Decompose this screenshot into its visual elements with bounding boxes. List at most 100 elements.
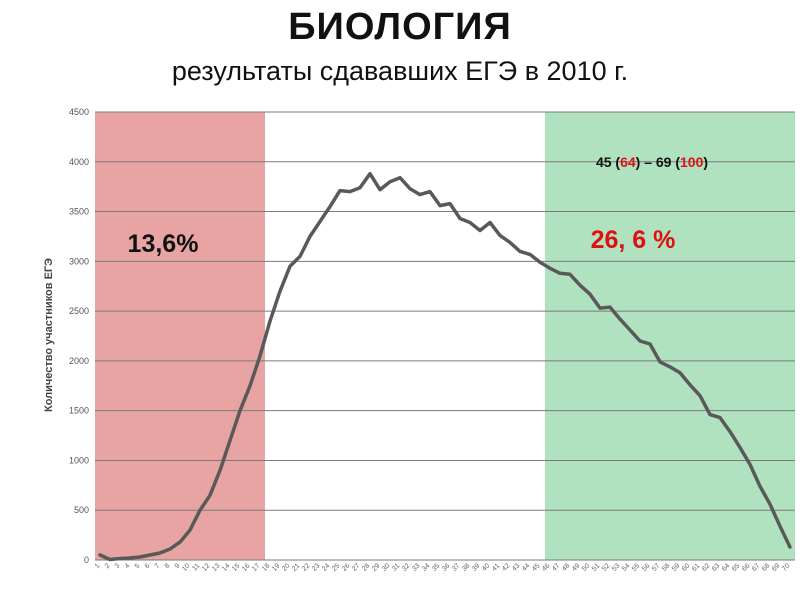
x-tick-label: 18 [261,562,272,573]
x-tick-label: 66 [741,562,752,573]
score-range-annotation: 45 (64) – 69 (100) [596,154,708,170]
chart-series [98,171,792,562]
x-tick-label: 42 [501,562,512,573]
y-tick-label: 0 [84,555,89,565]
x-tick-label: 14 [221,562,232,573]
x-tick-label: 28 [361,562,372,573]
x-tick-label: 31 [391,562,402,573]
y-tick-label: 4500 [69,107,89,117]
x-tick-label: 17 [251,562,262,573]
x-tick-label: 68 [761,562,772,573]
x-tick-label: 3 [114,562,122,570]
x-tick-label: 48 [561,562,572,573]
score-range-prefix: 45 ( [596,154,620,170]
x-tick-label: 6 [144,562,152,570]
y-tick-labels: 0 500 1000 1500 2000 2500 3000 3500 4000 4500 [69,107,89,565]
series-line-0 [98,171,792,562]
x-tick-label: 36 [441,562,452,573]
x-tick-label: 10 [181,562,192,573]
y-tick-label: 500 [74,505,89,515]
x-tick-label: 60 [681,562,692,573]
x-tick-label: 26 [341,562,352,573]
x-tick-label: 2 [104,562,112,570]
x-tick-label: 22 [301,562,312,573]
x-tick-label: 67 [751,562,762,573]
x-tick-label: 57 [651,562,662,573]
y-axis-label: Количество участников ЕГЭ [43,258,55,412]
chart-zones [95,112,795,560]
x-tick-label: 5 [134,562,142,570]
chart-zone-1 [545,112,795,560]
x-tick-label: 40 [481,562,492,573]
y-tick-label: 1500 [69,406,89,416]
score-range-primary-min: 64 [620,154,636,170]
x-tick-label: 9 [174,562,182,570]
x-tick-label: 11 [191,562,201,572]
x-tick-label: 8 [164,562,172,570]
x-tick-label: 56 [641,562,652,573]
page-title: БИОЛОГИЯ [288,6,512,48]
y-tick-label: 4000 [69,157,89,167]
x-tick-label: 41 [491,562,502,573]
x-tick-label: 34 [421,562,432,573]
right-zone-percent: 26, 6 % [591,226,676,254]
x-tick-label: 70 [781,562,792,573]
x-tick-labels: 1 2 3 4 5 6 7 8 9 10 11 12 13 14 15 16 17 18 19 20 21 22 23 24 2… [94,562,792,573]
chart-zone-0 [95,112,265,560]
y-tick-label: 2000 [69,356,89,366]
x-tick-label: 53 [611,562,622,573]
x-tick-label: 30 [381,562,392,573]
x-tick-label: 43 [511,562,522,573]
x-tick-label: 59 [671,562,682,573]
x-tick-label: 51 [591,562,602,573]
x-tick-label: 33 [411,562,422,573]
x-tick-label: 39 [471,562,482,573]
x-tick-label: 49 [571,562,582,573]
x-tick-label: 37 [451,562,462,573]
x-tick-label: 61 [691,562,702,573]
y-tick-label: 3000 [69,256,89,266]
x-tick-label: 25 [331,562,342,573]
x-tick-label: 38 [461,562,472,573]
x-tick-label: 32 [401,562,412,573]
page-subtitle: результаты сдававших ЕГЭ в 2010 г. [171,56,629,86]
score-range-middle: ) – 69 ( [636,154,681,170]
x-tick-label: 29 [371,562,382,573]
score-range-suffix: ) [703,154,708,170]
x-tick-label: 52 [601,562,612,573]
y-tick-label: 3500 [69,207,89,217]
x-tick-label: 15 [231,562,242,573]
x-tick-label: 12 [201,562,212,573]
x-tick-label: 19 [271,562,282,573]
x-tick-label: 21 [291,562,302,573]
x-tick-label: 4 [124,562,132,570]
x-tick-label: 65 [731,562,742,573]
y-tick-label: 1000 [69,455,89,465]
x-tick-label: 1 [94,562,102,570]
x-tick-label: 7 [154,562,162,570]
x-tick-label: 24 [321,562,332,573]
x-tick-label: 23 [311,562,322,573]
x-tick-label: 46 [541,562,552,573]
x-tick-label: 55 [631,562,642,573]
x-tick-label: 20 [281,562,292,573]
x-tick-label: 13 [211,562,222,573]
x-tick-label: 50 [581,562,592,573]
y-tick-label: 2500 [69,306,89,316]
x-tick-label: 69 [771,562,782,573]
x-tick-label: 44 [521,562,532,573]
x-tick-label: 45 [531,562,542,573]
x-tick-label: 27 [351,562,362,573]
left-zone-percent: 13,6% [128,230,199,258]
x-tick-label: 62 [701,562,712,573]
x-tick-label: 63 [711,562,722,573]
x-tick-label: 58 [661,562,672,573]
x-tick-label: 35 [431,562,442,573]
x-tick-label: 16 [241,562,252,573]
x-tick-label: 47 [551,562,562,573]
x-tick-label: 54 [621,562,632,573]
x-tick-label: 64 [721,562,732,573]
chart-grid [95,111,795,561]
score-range-primary-max: 100 [680,154,704,170]
